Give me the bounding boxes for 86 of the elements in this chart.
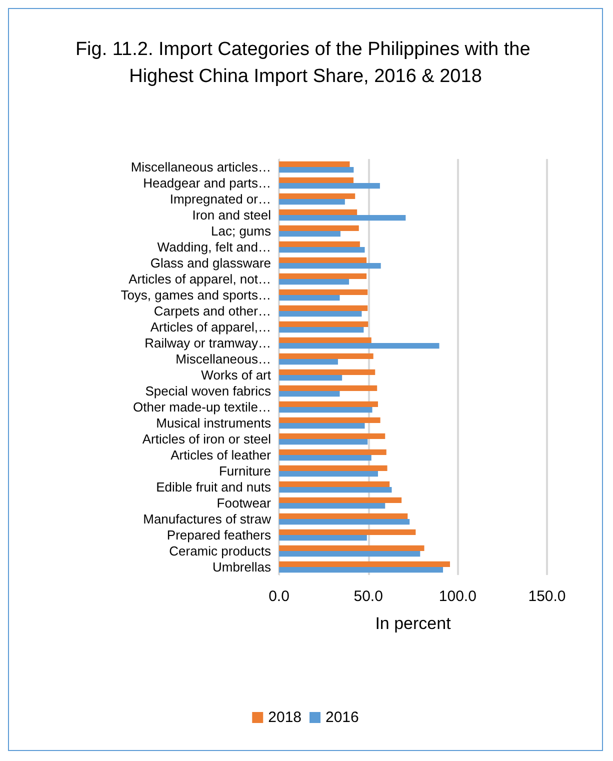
- bar: [279, 359, 338, 365]
- bar: [279, 471, 378, 477]
- bar: [279, 401, 378, 407]
- bar: [279, 295, 340, 301]
- bar: [279, 177, 354, 183]
- y-tick-label: Furniture: [218, 464, 271, 478]
- bar: [279, 247, 365, 253]
- y-tick-label: Umbrellas: [212, 560, 272, 574]
- y-tick-label: Ceramic products: [169, 544, 272, 558]
- y-tick-label: Footwear: [216, 496, 272, 510]
- bar: [279, 337, 372, 343]
- y-tick-label: Articles of leather: [170, 448, 272, 462]
- bar: [279, 385, 378, 391]
- bar: [279, 455, 372, 461]
- bar: [279, 263, 381, 269]
- bar: [279, 391, 340, 397]
- bar: [279, 199, 345, 205]
- x-tick-label: 50.0: [354, 588, 383, 605]
- y-tick-label: Glass and glassware: [150, 256, 271, 270]
- bar: [279, 215, 406, 221]
- bar: [279, 273, 367, 279]
- bar: [279, 375, 342, 381]
- bar: [279, 487, 392, 493]
- bar: [279, 193, 356, 199]
- bar: [279, 433, 386, 439]
- bar: [279, 481, 390, 487]
- bar: [279, 449, 386, 455]
- bar: [279, 225, 359, 231]
- y-tick-label: Articles of apparel,…: [150, 320, 271, 334]
- bar: [279, 321, 368, 327]
- x-tick-label: 0.0: [268, 588, 290, 605]
- bar: [279, 567, 444, 573]
- bar: [279, 241, 360, 247]
- bar: [279, 417, 380, 423]
- bar: [279, 327, 364, 333]
- x-tick-label: 100.0: [438, 588, 476, 605]
- y-tick-label: Musical instruments: [156, 416, 272, 430]
- y-tick-label: Prepared feathers: [166, 528, 272, 542]
- y-tick-label: Articles of iron or steel: [142, 432, 272, 446]
- bar: [279, 161, 350, 167]
- x-axis-title: In percent: [375, 614, 452, 633]
- y-tick-label: Wadding, felt and…: [157, 240, 271, 254]
- bar: [279, 369, 376, 375]
- x-tick-label: 150.0: [528, 588, 566, 605]
- bar: [279, 407, 372, 413]
- bar: [279, 311, 362, 317]
- chart-title: Fig. 11.2. Import Categories of the Philippines with the Highest China Import Share, 2016 & 2018: [75, 39, 536, 87]
- bar: [279, 497, 402, 503]
- y-tick-label: Works of art: [201, 368, 272, 382]
- bar: [279, 519, 410, 525]
- y-tick-label: Railway or tramway…: [144, 336, 271, 350]
- y-tick-label: Edible fruit and nuts: [156, 480, 272, 494]
- legend-label: 2016: [326, 709, 359, 726]
- y-tick-label: Manufactures of straw: [143, 512, 272, 526]
- bar: [279, 257, 367, 263]
- y-tick-label: Miscellaneous articles…: [130, 160, 271, 174]
- bar: [279, 545, 424, 551]
- bar: [279, 183, 380, 189]
- y-tick-label: Impregnated or…: [170, 192, 271, 206]
- bar: [279, 289, 368, 295]
- y-tick-label: Carpets and other…: [154, 304, 271, 318]
- bar: [279, 353, 374, 359]
- bar: [279, 529, 416, 535]
- bar: [279, 503, 386, 509]
- bar: [279, 535, 367, 541]
- bar: [279, 513, 408, 519]
- bar: [279, 305, 368, 311]
- y-tick-label: Miscellaneous…: [176, 352, 271, 366]
- bar: [279, 561, 450, 567]
- bar: [279, 279, 350, 285]
- bar: [279, 551, 420, 557]
- bar: [279, 209, 358, 215]
- y-tick-label: Lac; gums: [211, 224, 272, 238]
- y-tick-label: Iron and steel: [192, 208, 272, 222]
- y-tick-label: Toys, games and sports…: [120, 288, 271, 302]
- bar: [279, 231, 340, 237]
- y-tick-label: Articles of apparel, not…: [128, 272, 271, 286]
- bar: [279, 465, 388, 471]
- legend-label: 2018: [268, 709, 302, 726]
- y-tick-label: Special woven fabrics: [145, 384, 272, 398]
- bar: [279, 343, 440, 349]
- bar: [279, 423, 365, 429]
- y-tick-label: Other made-up textile…: [132, 400, 271, 414]
- y-tick-label: Headgear and parts…: [143, 176, 271, 190]
- bar: [279, 439, 368, 445]
- bar: [279, 167, 354, 173]
